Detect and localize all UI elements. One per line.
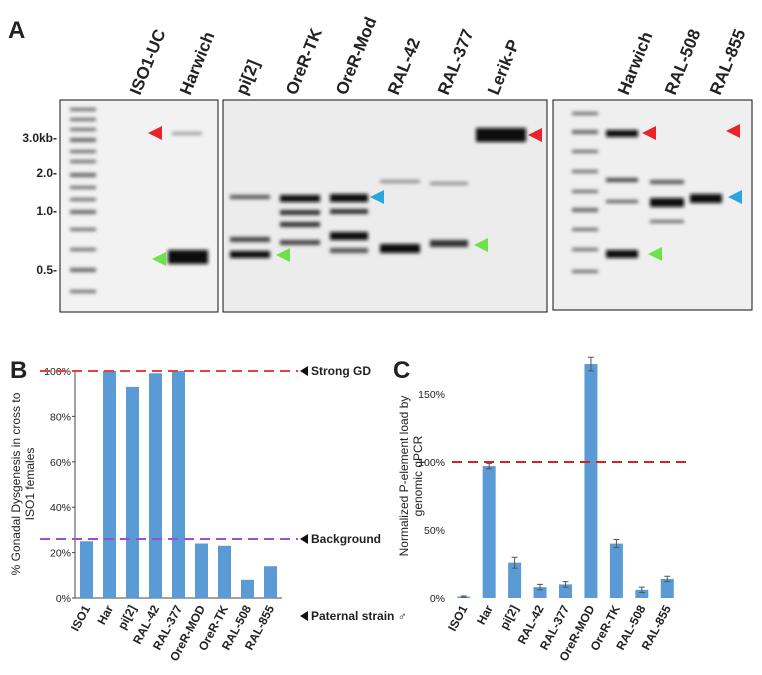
y-axis-label-line: % Gonadal Dysgenesis in cross to [9,392,23,575]
bar [559,584,572,598]
x-axis-label: Paternal strain ♂ [311,609,407,623]
bar [508,562,522,598]
label-pointer [300,533,308,544]
size-marker: 2.0- [36,166,57,180]
bar [584,364,598,598]
x-tick-label: ISO1 [68,603,93,634]
lane-label: ISO1-UC [126,26,169,97]
bar [609,543,623,598]
y-tick-label: 50% [424,525,445,537]
bar [80,541,93,598]
y-tick-label: 40% [50,502,71,514]
error-bar [638,586,645,594]
reference-label: Background [311,532,381,546]
lane-label: RAL-377 [434,26,477,97]
error-bar [460,595,467,598]
error-bar [511,556,518,569]
error-bar [664,575,671,583]
bar [103,371,116,598]
size-marker: 3.0kb- [22,131,57,145]
error-bar [562,581,569,588]
panel-label: B [10,357,27,384]
x-tick-label: ISO1 [445,603,470,634]
y-tick-label: 0% [56,593,71,605]
y-axis-label: % Gonadal Dysgenesis in cross toISO1 fem… [9,392,37,575]
y-tick-label: 80% [50,411,71,423]
bar [264,566,277,598]
lane-label: RAL-42 [384,35,424,97]
bar [635,589,649,598]
y-tick-label: 0% [430,593,445,605]
lane-label: OreR-Mod [332,14,380,97]
x-tick-label: Har [474,603,496,628]
bar [533,587,547,598]
x-tick-label: Har [94,603,116,628]
size-marker: 1.0- [36,204,57,218]
gels [59,99,753,313]
size-marker: 0.5- [36,263,57,277]
error-bar [537,583,544,591]
lane-label: pi[2] [232,57,263,97]
y-tick-label: 100% [418,457,445,469]
lane-label: Lerik-P [484,37,523,98]
lane-label: Harwich [176,29,218,97]
label-pointer [300,611,308,621]
bar [172,371,185,598]
bar [195,543,208,598]
lane-label: RAL-855 [706,26,749,97]
arrowheads [148,124,742,266]
bar [660,578,674,598]
bar [126,386,139,598]
reference-label: Strong GD [311,364,371,378]
error-bar [613,539,620,549]
y-axis-label-line: ISO1 females [23,448,37,521]
bar [218,545,231,598]
y-tick-label: 20% [50,548,71,560]
bar [149,373,162,598]
panel-label: A [8,17,25,44]
lane-label: OreR-TK [282,25,326,98]
y-axis-label: Normalized P-element load bygenomic qPCR [397,396,425,557]
y-axis-label-line: genomic qPCR [411,435,425,516]
bar [482,466,496,598]
error-bar [587,356,594,372]
lane-label: Harwich [614,29,656,97]
error-bar [486,462,493,470]
bar [241,579,254,598]
y-axis-label-line: Normalized P-element load by [397,396,411,557]
panel-label: C [393,357,410,384]
lane-label: RAL-508 [661,26,704,97]
label-pointer [300,366,308,376]
y-tick-label: 150% [418,389,445,401]
x-tick-label: pi[2] [115,603,139,632]
y-tick-label: 60% [50,457,71,469]
x-tick-label: pi[2] [497,603,521,632]
